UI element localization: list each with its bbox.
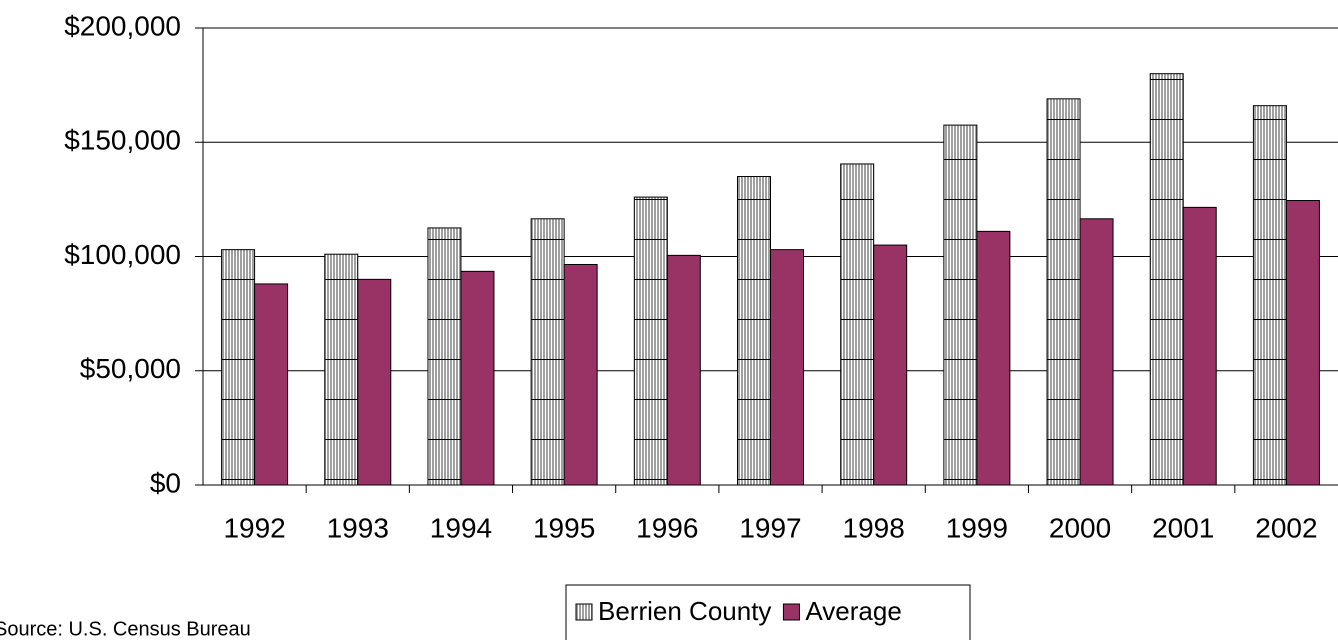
legend-swatch [782,603,800,621]
bar [221,249,256,486]
bar [427,227,462,486]
bar [666,254,701,486]
bar [1182,206,1217,486]
bar [1252,105,1287,486]
bar [840,163,875,486]
legend: Berrien County Average [565,584,971,640]
bar [737,176,771,486]
bar [563,263,598,486]
legend-swatch [575,603,593,621]
bar [254,283,289,486]
bar [1046,98,1081,486]
x-tick-label: 1993 [327,512,389,543]
bar [873,244,908,486]
x-tick-label: 2000 [1049,512,1111,543]
x-tick-label: 1997 [739,512,801,543]
x-tick-label: 1998 [843,512,905,543]
x-tick-label: 1996 [636,512,698,543]
legend-label: Average [805,596,901,626]
bar [460,270,495,486]
x-tick-label: 1999 [946,512,1008,543]
x-tick-label: 1994 [430,512,492,543]
bar [1285,200,1320,486]
legend-box [565,584,971,640]
x-tick-label: 1992 [223,512,285,543]
y-tick-label: $50,000 [80,353,181,384]
bar [943,124,978,486]
bar [770,249,804,486]
bar [976,230,1011,486]
legend-label: Berrien County [598,596,771,626]
y-tick-label: $150,000 [64,125,181,156]
bar [633,196,668,486]
bar [324,253,359,486]
bar [1149,73,1184,486]
y-tick-label: $200,000 [64,10,181,41]
x-tick-label: 1995 [533,512,595,543]
y-tick-label: $0 [150,467,181,498]
x-tick-label: 2001 [1152,512,1214,543]
bar [357,278,392,486]
bar [530,218,565,486]
source-note: Source: U.S. Census Bureau [0,618,251,640]
y-tick-label: $100,000 [64,239,181,270]
bar [1079,218,1114,486]
x-tick-label: 2002 [1255,512,1317,543]
